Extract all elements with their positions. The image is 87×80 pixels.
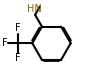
Text: F: F bbox=[15, 23, 21, 33]
Text: F: F bbox=[15, 53, 21, 63]
Text: F: F bbox=[2, 38, 7, 48]
Text: HN: HN bbox=[27, 4, 42, 14]
